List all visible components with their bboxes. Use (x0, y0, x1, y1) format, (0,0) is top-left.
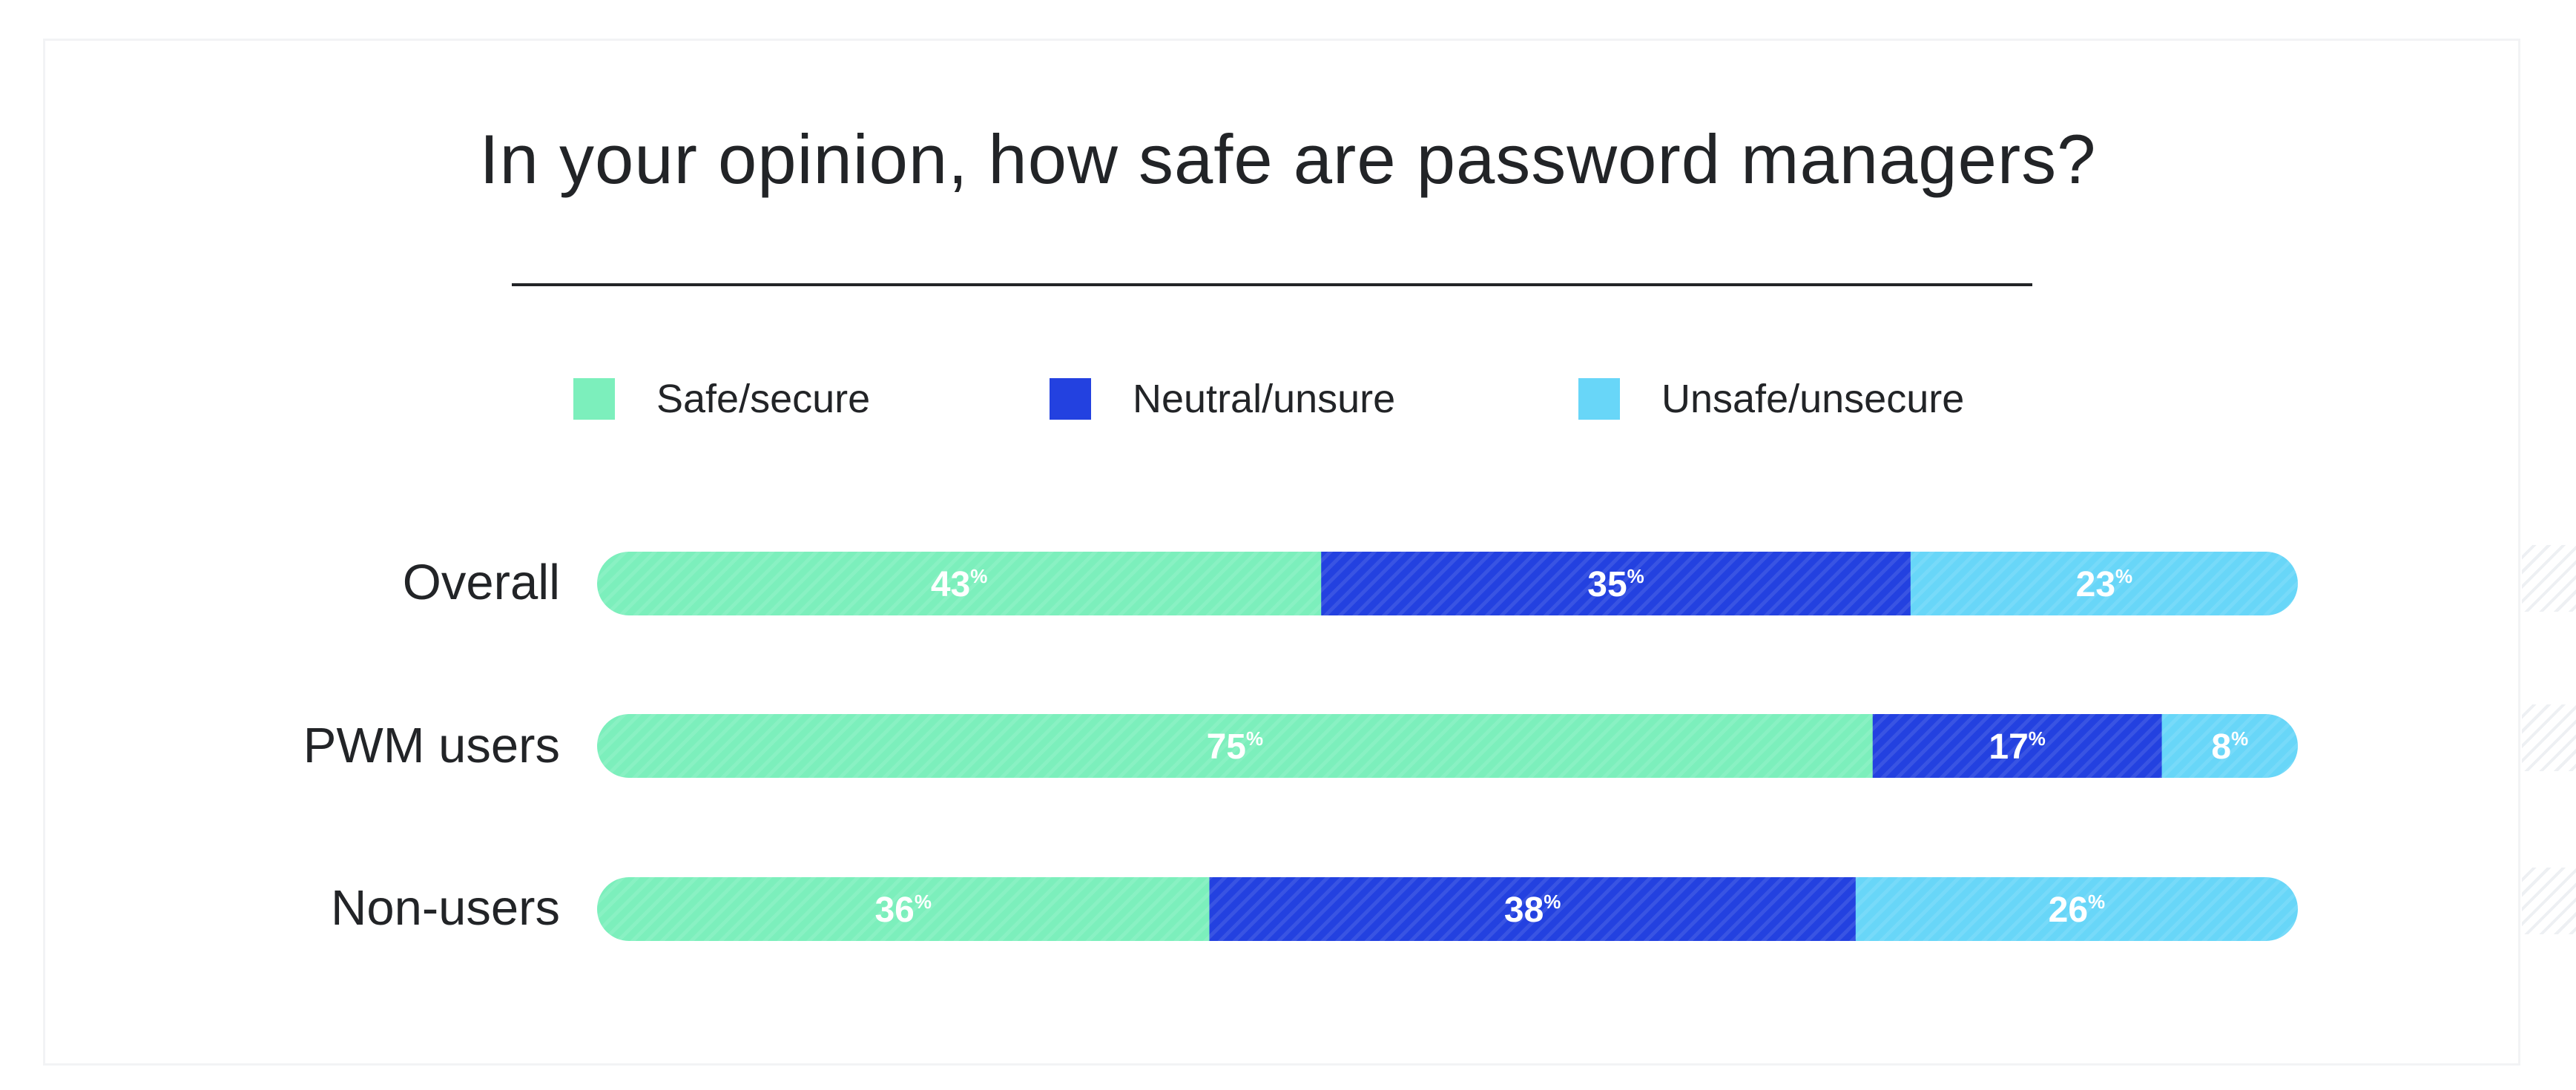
bar-hatch-overall-neutral (1321, 552, 1911, 615)
bar-hatch-pwm-users-safe (597, 714, 1874, 778)
edge-decoration (2522, 868, 2576, 934)
title-divider (512, 283, 2032, 286)
edge-decoration (2522, 545, 2576, 612)
legend-item-neutral: Neutral/unsure (1050, 377, 1395, 421)
bar-hatch-pwm-users-neutral (1872, 714, 2163, 778)
data-label-pwm-users-neutral: 17% (1989, 727, 2046, 767)
data-label-non-users-unsafe: 26% (2049, 891, 2106, 930)
data-label-overall-safe: 43% (931, 565, 988, 604)
row-label-pwm-users: PWM users (303, 718, 560, 773)
legend-label-neutral: Neutral/unsure (1133, 377, 1396, 421)
data-label-overall-neutral: 35% (1587, 565, 1644, 604)
legend-item-unsafe: Unsafe/unsecure (1578, 377, 1964, 421)
legend-swatch-neutral (1050, 378, 1091, 420)
legend-label-unsafe: Unsafe/unsecure (1661, 377, 1965, 421)
data-label-non-users-safe: 36% (874, 891, 932, 930)
bar-hatch-non-users-neutral (1209, 877, 1857, 941)
bar-hatch-non-users-unsafe (1855, 877, 2298, 941)
row-label-overall: Overall (402, 555, 560, 610)
data-label-non-users-neutral: 38% (1504, 891, 1561, 930)
legend-swatch-unsafe (1578, 378, 1620, 420)
edge-decoration (2522, 704, 2576, 771)
bar-hatch-pwm-users-unsafe (2161, 714, 2298, 778)
legend-swatch-safe (573, 378, 615, 420)
bar-hatch-non-users-safe (597, 877, 1210, 941)
bar-row-non-users (597, 877, 2298, 941)
legend-label-safe: Safe/secure (656, 377, 871, 421)
bar-hatch-overall-unsafe (1910, 552, 2298, 615)
chart-title: In your opinion, how safe are password m… (479, 120, 2097, 198)
legend-item-safe: Safe/secure (573, 377, 870, 421)
data-label-pwm-users-unsafe: 8% (2211, 727, 2248, 767)
data-label-overall-unsafe: 23% (2076, 565, 2133, 604)
data-label-pwm-users-safe: 75% (1207, 727, 1264, 767)
bar-hatch-overall-safe (597, 552, 1322, 615)
bar-row-pwm-users (597, 714, 2298, 778)
bar-row-overall (597, 552, 2298, 615)
row-label-non-users: Non-users (330, 880, 560, 936)
